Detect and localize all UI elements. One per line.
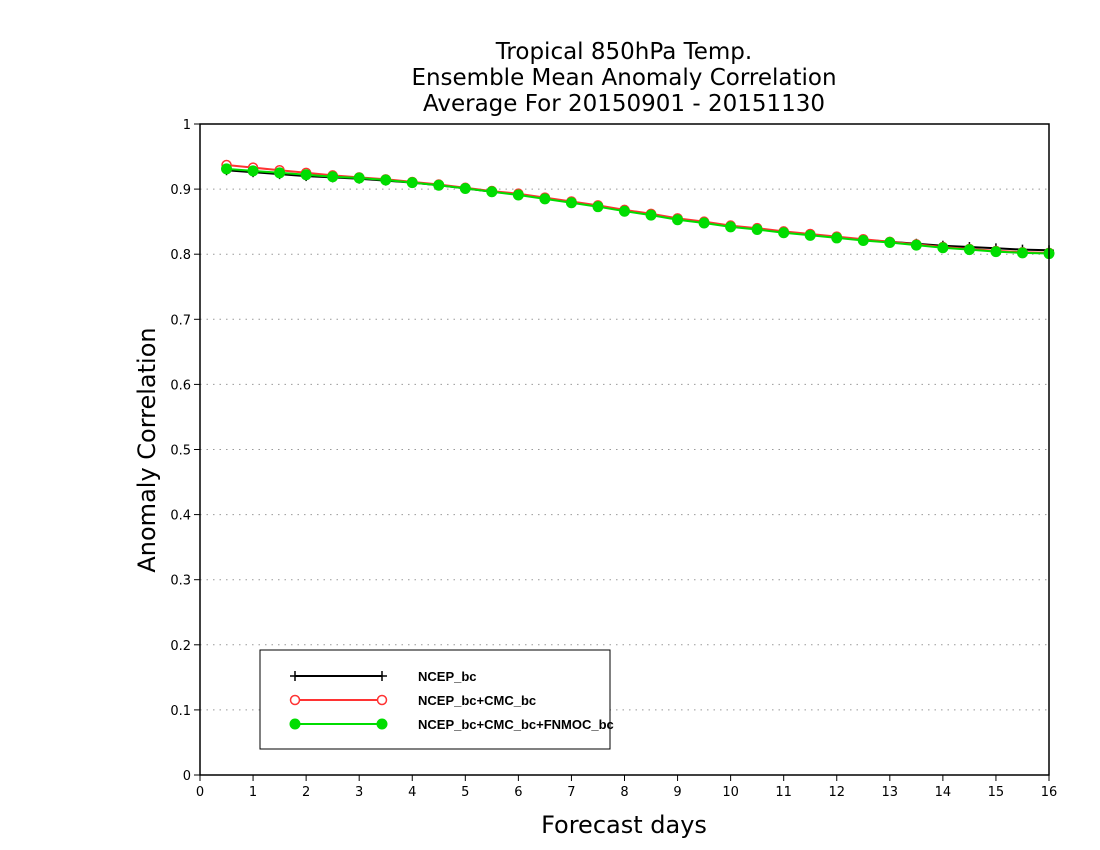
x-tick-label: 1 (249, 785, 257, 800)
x-tick-label: 5 (461, 785, 469, 800)
x-tick-label: 2 (302, 785, 310, 800)
data-point (831, 232, 843, 244)
y-tick-label: 0.3 (170, 574, 191, 589)
y-tick-label: 0.2 (170, 639, 191, 654)
data-point (433, 179, 445, 191)
data-point (619, 205, 630, 217)
series-3 (221, 163, 1055, 260)
y-tick-label: 0 (183, 769, 191, 784)
x-tick-label: 7 (567, 785, 575, 800)
data-point (353, 172, 365, 184)
y-tick-label: 0.6 (170, 378, 191, 393)
data-point (778, 227, 790, 239)
data-point (910, 239, 922, 251)
series-line (226, 169, 1050, 252)
y-tick-label: 0.1 (170, 704, 191, 719)
data-point (406, 177, 418, 189)
data-point (486, 186, 498, 198)
data-point (221, 163, 233, 175)
legend-entry-3: NCEP_bc+CMC_bc+FNMOC_bc (289, 717, 614, 732)
chart-title-line-2: Ensemble Mean Anomaly Correlation (411, 65, 836, 91)
data-point (884, 236, 896, 248)
chart-title-line-1: Tropical 850hPa Temp. (495, 39, 752, 65)
y-tick-label: 1 (183, 118, 191, 133)
data-point (377, 671, 387, 681)
data-point (990, 246, 1002, 258)
legend-entry-2: NCEP_bc+CMC_bc (289, 693, 536, 708)
series-layer (221, 159, 1055, 260)
x-tick-label: 3 (355, 785, 363, 800)
data-point (459, 182, 471, 194)
x-tick-label: 8 (620, 785, 628, 800)
data-point (698, 217, 710, 229)
x-tick-label: 6 (514, 785, 522, 800)
x-tick-label: 16 (1041, 785, 1058, 800)
data-point (327, 171, 339, 183)
y-axis-label: Anomaly Correlation (133, 327, 161, 572)
data-point (289, 694, 301, 706)
data-point (512, 189, 524, 201)
chart-title: Tropical 850hPa Temp. Ensemble Mean Anom… (411, 39, 836, 117)
x-tick-label: 0 (196, 785, 204, 800)
data-point (592, 201, 604, 213)
x-tick-label: 10 (722, 785, 739, 800)
x-tick-label: 14 (935, 785, 952, 800)
x-axis-ticks: 0 1 2 3 4 5 6 7 8 9 10 11 12 13 14 15 16 (196, 775, 1057, 800)
x-tick-label: 4 (408, 785, 416, 800)
data-point (645, 209, 657, 221)
y-tick-label: 0.4 (170, 509, 191, 524)
x-axis-label: Forecast days (541, 811, 707, 839)
y-tick-label: 0.7 (170, 313, 191, 328)
x-tick-label: 13 (882, 785, 899, 800)
plot-frame (199, 123, 1050, 776)
data-point (290, 671, 300, 681)
data-point (565, 197, 577, 209)
data-point (376, 718, 388, 730)
y-axis-ticks: 0 0.1 0.2 0.3 0.4 0.5 0.6 0.7 0.8 0.9 1 (170, 118, 200, 784)
data-point (963, 244, 975, 256)
series-1 (221, 165, 1054, 256)
data-point (1016, 247, 1028, 259)
data-point (300, 169, 312, 181)
gridlines (200, 188, 1049, 711)
data-point (274, 167, 286, 179)
data-point (380, 174, 392, 186)
x-tick-label: 12 (828, 785, 845, 800)
data-point (539, 193, 551, 205)
data-point (247, 165, 259, 177)
x-tick-label: 9 (673, 785, 681, 800)
data-point (376, 694, 388, 706)
data-point (725, 221, 737, 233)
x-tick-label: 11 (775, 785, 792, 800)
x-tick-label: 15 (988, 785, 1005, 800)
y-tick-label: 0.9 (170, 183, 191, 198)
legend-entry-1: NCEP_bc (290, 669, 477, 684)
data-point (672, 214, 684, 226)
data-point (804, 229, 816, 241)
y-tick-label: 0.5 (170, 444, 191, 459)
legend-label: NCEP_bc+CMC_bc+FNMOC_bc (418, 717, 614, 732)
data-point (289, 718, 301, 730)
data-point (857, 235, 869, 247)
legend-label: NCEP_bc (418, 669, 477, 684)
series-2 (221, 159, 1055, 259)
data-point (937, 242, 949, 254)
legend-label: NCEP_bc+CMC_bc (418, 693, 536, 708)
y-tick-label: 0.8 (170, 248, 191, 263)
data-point (751, 223, 763, 235)
legend: NCEP_bc NCEP_bc+CMC_bc NCEP_bc+CMC_bc+FNMO… (259, 649, 614, 750)
chart-title-line-3: Average For 20150901 - 20151130 (423, 91, 825, 117)
